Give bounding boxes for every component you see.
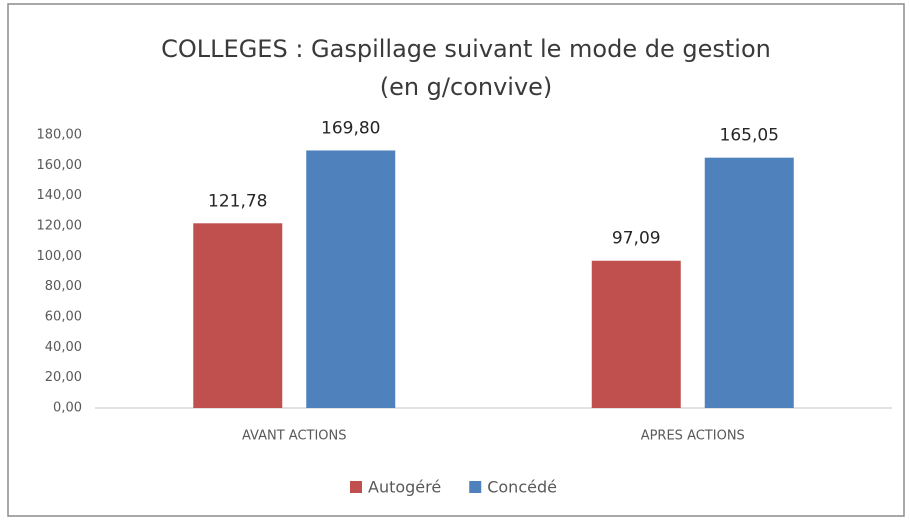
y-tick-label: 20,00: [45, 370, 82, 385]
y-tick-label: 0,00: [53, 401, 82, 416]
legend-label: Autogéré: [368, 478, 441, 497]
chart-title: COLLEGES : Gaspillage suivant le mode de…: [161, 35, 771, 63]
legend-swatch: [469, 481, 482, 493]
bar: [193, 223, 283, 408]
chart-subtitle: (en g/convive): [380, 73, 553, 101]
data-label: 121,78: [208, 191, 267, 211]
data-label: 165,05: [720, 126, 779, 146]
y-tick-label: 120,00: [37, 219, 83, 234]
x-tick-label: AVANT ACTIONS: [242, 429, 347, 444]
legend-label: Concédé: [487, 478, 557, 497]
data-label: 97,09: [612, 229, 661, 249]
y-tick-label: 160,00: [37, 158, 83, 173]
y-tick-label: 100,00: [37, 249, 83, 264]
bar: [591, 260, 681, 408]
y-tick-label: 180,00: [37, 128, 83, 143]
legend-swatch: [350, 481, 362, 493]
y-tick-label: 80,00: [45, 279, 82, 294]
y-tick-label: 140,00: [37, 188, 83, 203]
x-tick-label: APRES ACTIONS: [641, 429, 745, 444]
y-tick-label: 60,00: [45, 310, 82, 325]
y-tick-label: 40,00: [45, 340, 82, 355]
data-label: 169,80: [321, 118, 380, 138]
bar: [704, 157, 794, 408]
bar: [306, 150, 396, 408]
